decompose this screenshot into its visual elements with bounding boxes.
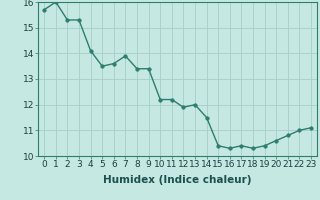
X-axis label: Humidex (Indice chaleur): Humidex (Indice chaleur) xyxy=(103,175,252,185)
